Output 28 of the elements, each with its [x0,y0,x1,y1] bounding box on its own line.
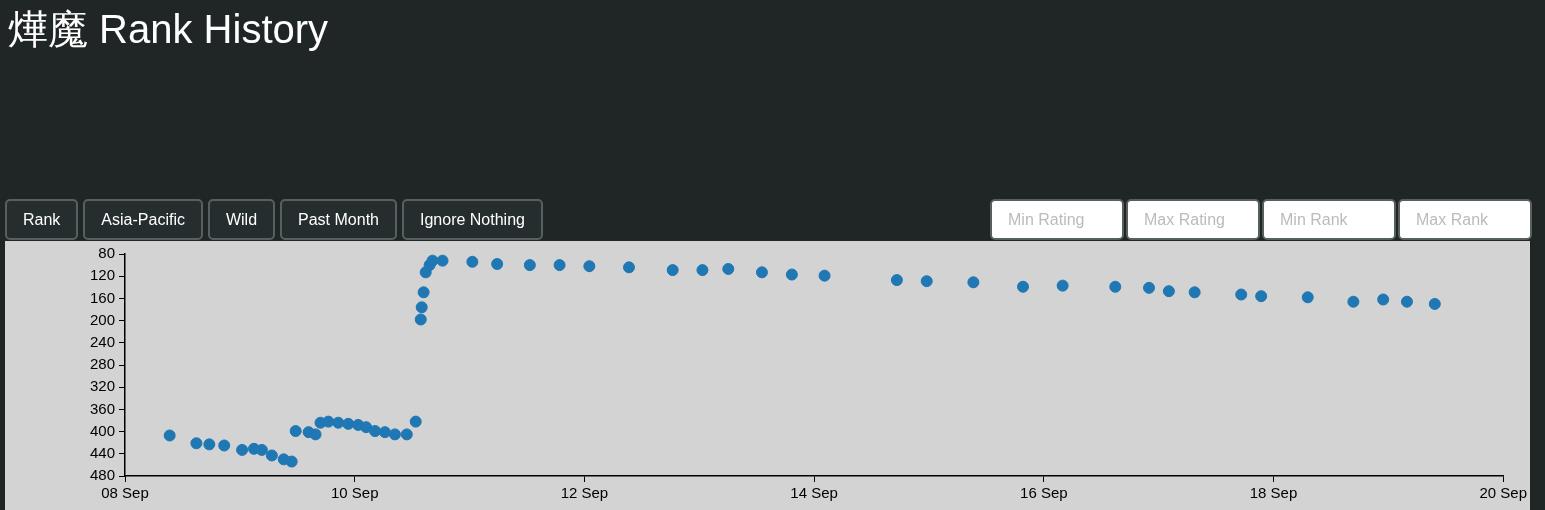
x-tick-label: 10 Sep [330,484,379,502]
y-tick-label: 200 [89,310,115,328]
y-tick-label: 240 [89,332,115,350]
x-tick-label: 14 Sep [790,484,838,502]
y-tick-label: 80 [98,244,115,262]
x-tick-label: 08 Sep [101,484,149,502]
x-tick-label: 18 Sep [1249,484,1298,502]
text-field: Min Rank [1262,199,1396,240]
text: Past Month [280,199,397,240]
text: Ignore Nothing [401,199,543,240]
x-tick-label: 20 Sep [1479,484,1527,502]
y-tick-label: 360 [89,399,115,417]
text-field: Max Rating [1126,199,1260,240]
text: Wild [207,199,276,240]
text: Asia-Pacific [83,199,203,240]
y-tick-label: 480 [89,466,115,484]
y-tick-label: 440 [89,443,115,461]
y-tick-label: 280 [89,355,115,373]
chart-title: 燁魔 Rank History [8,6,329,53]
y-tick-label: 160 [89,288,115,306]
x-tick-label: 16 Sep [1020,484,1068,502]
y-tick-label: 320 [89,377,115,395]
text-field: Min Rating [990,199,1124,240]
x-tick-label: 12 Sep [560,484,609,502]
text-field: Max Rank [1398,199,1532,240]
y-tick-label: 400 [89,421,115,439]
y-tick-label: 120 [89,266,115,284]
text: Rank [5,199,79,240]
